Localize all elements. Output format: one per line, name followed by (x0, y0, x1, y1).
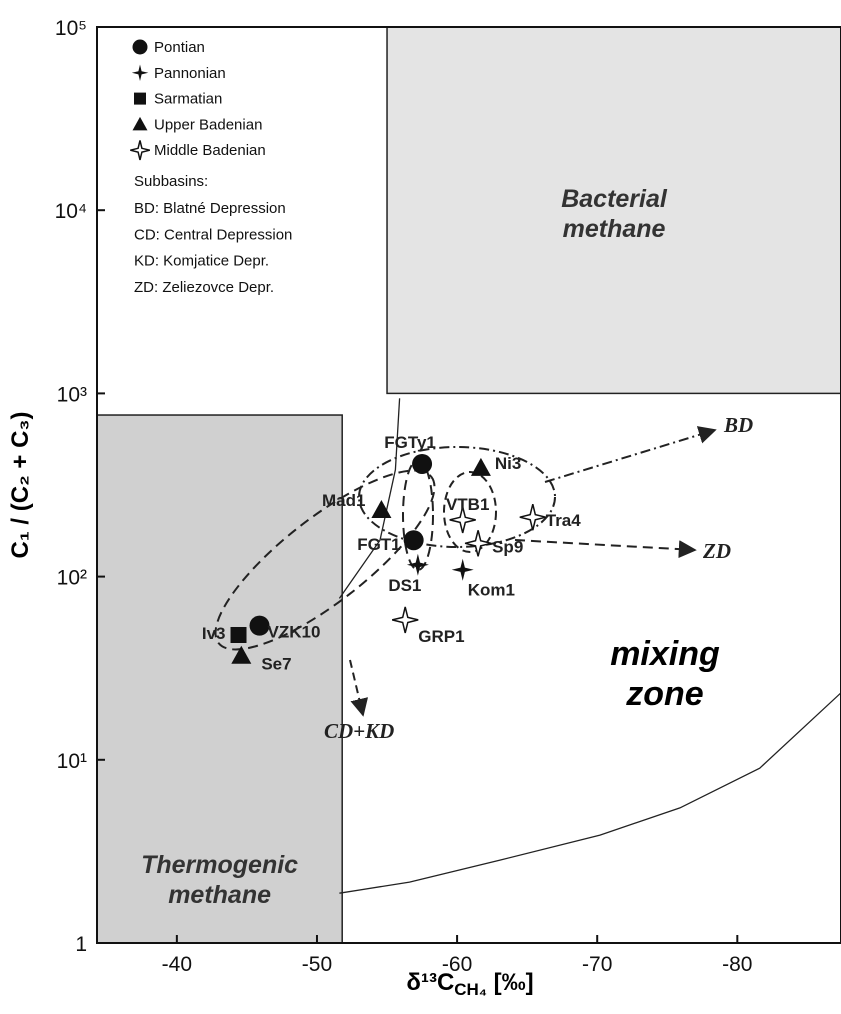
point-label: Sp9 (492, 537, 523, 556)
y-axis-title: C₁ / (C₂ + C₃) (7, 411, 34, 558)
trend-arrow (544, 426, 717, 483)
point-label: Ni3 (495, 454, 521, 473)
trend-arrows (349, 426, 717, 717)
point-label: Tra4 (546, 511, 582, 530)
legend-label: Pannonian (154, 65, 226, 82)
zone-label: mixing zone (610, 635, 720, 713)
y-tick-label: 10⁴ (55, 200, 87, 223)
x-tick-label: -50 (302, 953, 332, 976)
x-tick-label: -60 (442, 953, 472, 976)
marker (130, 140, 150, 161)
marker (230, 626, 247, 643)
y-tick-label: 10⁵ (55, 17, 87, 40)
marker (470, 457, 491, 476)
marker (519, 504, 546, 531)
region (96, 414, 343, 944)
y-tick-label: 10¹ (57, 750, 87, 773)
region-label: methane (563, 215, 666, 243)
legend-subbasin: ZD: Zeliezovce Depr. (134, 279, 274, 296)
x-tick-label: -80 (722, 953, 752, 976)
point-label: Iv3 (202, 624, 226, 643)
x-title-part: CH₄ (454, 980, 487, 999)
marker (406, 553, 429, 576)
region-label: methane (168, 881, 271, 909)
marker (451, 558, 474, 581)
legend-label: Upper Badenian (154, 116, 262, 133)
zone-label-line: zone (625, 675, 703, 713)
trend-label: BD (723, 413, 753, 437)
point-label: VZK10 (268, 623, 321, 642)
marker (134, 92, 146, 105)
point-label: GRP1 (418, 627, 464, 646)
marker (249, 615, 270, 636)
x-tick-label: -70 (582, 953, 612, 976)
x-axis-title: δ¹³CCH₄ [‰] (406, 969, 533, 999)
zone-label-line: mixing (610, 635, 720, 673)
marker (371, 499, 392, 518)
marker (464, 530, 492, 557)
group-ellipse (358, 446, 556, 548)
point-label: Mad1 (322, 491, 365, 510)
legend-subbasin: KD: Komjatice Depr. (134, 253, 269, 270)
point-label: FGTy1 (384, 433, 436, 452)
x-title-part: δ¹³C (406, 969, 454, 996)
region-label: Thermogenic (141, 851, 298, 879)
group-ellipse (214, 469, 436, 651)
point-label: VTB1 (446, 495, 489, 514)
marker (449, 506, 476, 534)
group-ellipse (402, 459, 434, 571)
trend-label: CD+KD (324, 719, 394, 743)
group-ellipse (443, 471, 497, 553)
region (386, 26, 841, 395)
point-label: DS1 (388, 576, 421, 595)
trend-arrow (349, 659, 369, 717)
mixing-curve (338, 398, 401, 599)
y-tick-label: 10³ (57, 383, 87, 406)
point-label: Kom1 (468, 581, 515, 600)
marker (403, 530, 424, 551)
legend-label: Middle Badenian (154, 142, 266, 159)
x-title-part: [‰] (487, 969, 534, 996)
plot-frame (96, 26, 841, 944)
legend-label: Pontian (154, 39, 205, 56)
point-label: FGT1 (357, 535, 400, 554)
legend-label: Sarmatian (154, 91, 222, 108)
trend-arrow (514, 539, 697, 559)
marker (132, 39, 148, 55)
marker (412, 453, 433, 474)
marker (392, 606, 419, 634)
legend-subbasin: CD: Central Depression (134, 226, 292, 243)
marker (132, 116, 148, 131)
mixing-curve (339, 692, 841, 894)
marker (131, 64, 149, 81)
legend-subtitle: Subbasins: (134, 173, 208, 190)
point-label: Se7 (261, 655, 291, 674)
trend-label: ZD (702, 539, 731, 563)
y-tick-label: 1 (75, 933, 87, 956)
x-tick-label: -40 (162, 953, 192, 976)
region-label: Bacterial (561, 185, 668, 213)
y-tick-label: 10² (57, 567, 87, 590)
legend-subbasin: BD: Blatné Depression (134, 200, 286, 217)
marker (231, 645, 252, 664)
